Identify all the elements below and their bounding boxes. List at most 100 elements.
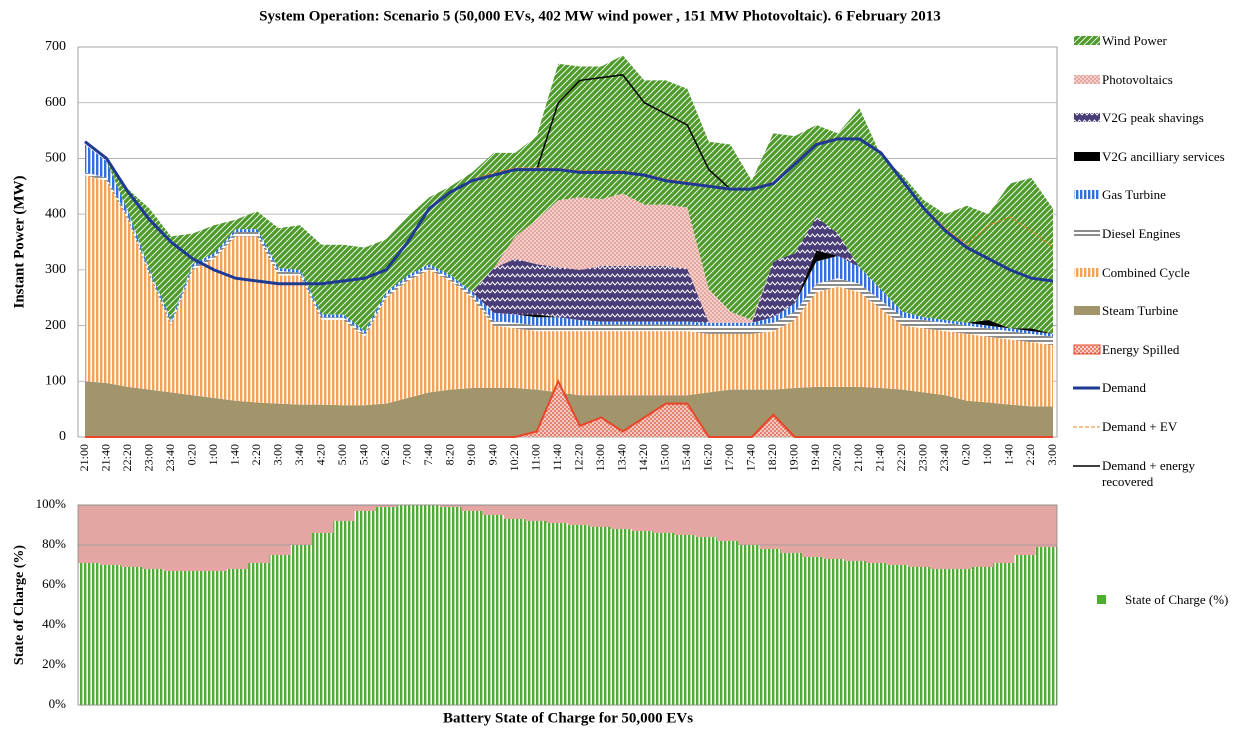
bar (439, 507, 462, 705)
legend-label: Photovoltaics (1102, 71, 1173, 87)
y-tick-label: 0% (49, 696, 67, 711)
area-outline (85, 378, 1053, 438)
x-tick-label: 15:40 (679, 444, 693, 471)
x-tick-label: 13:40 (615, 444, 629, 471)
legend-swatch (1074, 74, 1100, 84)
legend-swatch (1073, 464, 1100, 467)
x-tick-label: 2:20 (1023, 444, 1037, 465)
bar (503, 519, 526, 705)
bar (99, 565, 121, 705)
x-tick-label: 19:00 (787, 444, 801, 471)
bar (397, 505, 419, 705)
x-tick-label: 21:40 (98, 444, 112, 471)
bar (546, 523, 568, 705)
x-tick-label: 6:20 (378, 444, 392, 465)
bar (631, 531, 653, 705)
legend-item: Steam Turbine (1072, 303, 1247, 319)
bar (971, 567, 994, 705)
bar (716, 541, 739, 705)
x-tick-label: 18:20 (765, 444, 779, 471)
bar (844, 561, 866, 705)
stacked-area (85, 55, 1053, 334)
bar (886, 565, 909, 705)
area (85, 381, 1053, 437)
x-tick-label: 3:40 (292, 444, 306, 465)
legend-item: Gas Turbine (1072, 187, 1247, 203)
y-tick-label: 0 (59, 429, 66, 444)
stacked-area (85, 144, 1053, 334)
x-tick-label: 7:40 (421, 444, 435, 465)
bar (567, 525, 590, 705)
legend-label: V2G peak shavings (1102, 110, 1204, 126)
bar (375, 507, 398, 705)
x-tick-label: 19:40 (808, 444, 822, 471)
bar (418, 505, 441, 705)
bar (524, 521, 547, 705)
legend-item: V2G ancilliary services (1072, 149, 1247, 165)
x-tick-label: 20:20 (830, 444, 844, 471)
x-tick-label: 1:00 (206, 444, 220, 465)
stacked-area (85, 172, 1053, 346)
bar (333, 521, 355, 705)
bar (588, 527, 611, 705)
legend-swatch (1074, 113, 1100, 123)
legend-swatch (1074, 151, 1100, 161)
bar (482, 515, 504, 705)
x-tick-label: 8:20 (442, 444, 456, 465)
x-tick-label: 15:00 (658, 444, 672, 471)
bar (78, 563, 100, 705)
x-tick-label: 11:00 (528, 444, 542, 471)
x-tick-label: 23:40 (937, 444, 951, 471)
bar (908, 567, 930, 705)
x-tick-label: 12:20 (572, 444, 586, 471)
bar (226, 569, 249, 705)
legend-item: V2G peak shavings (1072, 110, 1247, 126)
bar (929, 569, 951, 705)
bar (1035, 547, 1058, 705)
legend-swatch (1074, 36, 1100, 45)
x-tick-label: 5:40 (356, 444, 370, 465)
x-tick-label: 1:40 (1002, 444, 1016, 465)
bar (205, 571, 228, 705)
legend-item: State of Charge (%) (1095, 592, 1259, 608)
legend-label: Demand (1102, 380, 1147, 396)
x-tick-label: 9:00 (464, 444, 478, 465)
legend-label: State of Charge (%) (1125, 592, 1229, 607)
y-tick-label: 500 (45, 151, 66, 166)
legend-item: Wind Power (1072, 33, 1247, 49)
y-tick-label: 600 (45, 95, 66, 110)
bar (248, 563, 270, 705)
x-tick-label: 1:00 (980, 444, 994, 465)
legend-label: Diesel Engines (1102, 226, 1181, 241)
y-tick-label: 400 (45, 206, 66, 221)
bar (312, 533, 334, 705)
bar (950, 569, 973, 705)
x-tick-label: 23:00 (916, 444, 930, 471)
x-tick-label: 5:00 (335, 444, 349, 465)
bar (141, 569, 164, 705)
bar (695, 537, 717, 705)
x-tick-label: 16:20 (701, 444, 715, 471)
y-axis-label: State of Charge (%) (12, 545, 27, 665)
bar (759, 549, 781, 705)
legend-label: Demand + energy recovered (1102, 457, 1196, 489)
bar (269, 555, 292, 705)
x-tick-label: 11:40 (550, 444, 564, 471)
legend-label: Wind Power (1102, 33, 1167, 48)
y-tick-label: 700 (45, 39, 66, 54)
bar (163, 571, 185, 705)
legend-item: Demand (1072, 380, 1247, 396)
x-tick-label: 14:20 (636, 444, 650, 471)
chart-title: System Operation: Scenario 5 (50,000 EVs… (259, 8, 941, 24)
bar (822, 559, 845, 705)
legend-item: Diesel Engines (1072, 226, 1247, 242)
x-tick-label: 13:00 (593, 444, 607, 471)
x-tick-label: 22:20 (894, 444, 908, 471)
legend-item: Demand + energy recovered (1072, 458, 1247, 490)
y-tick-label: 20% (42, 656, 66, 671)
y-tick-label: 60% (42, 576, 66, 591)
bar (120, 567, 143, 705)
x-tick-label: 21:00 (851, 444, 865, 471)
legend-item: Energy Spilled (1072, 342, 1247, 358)
